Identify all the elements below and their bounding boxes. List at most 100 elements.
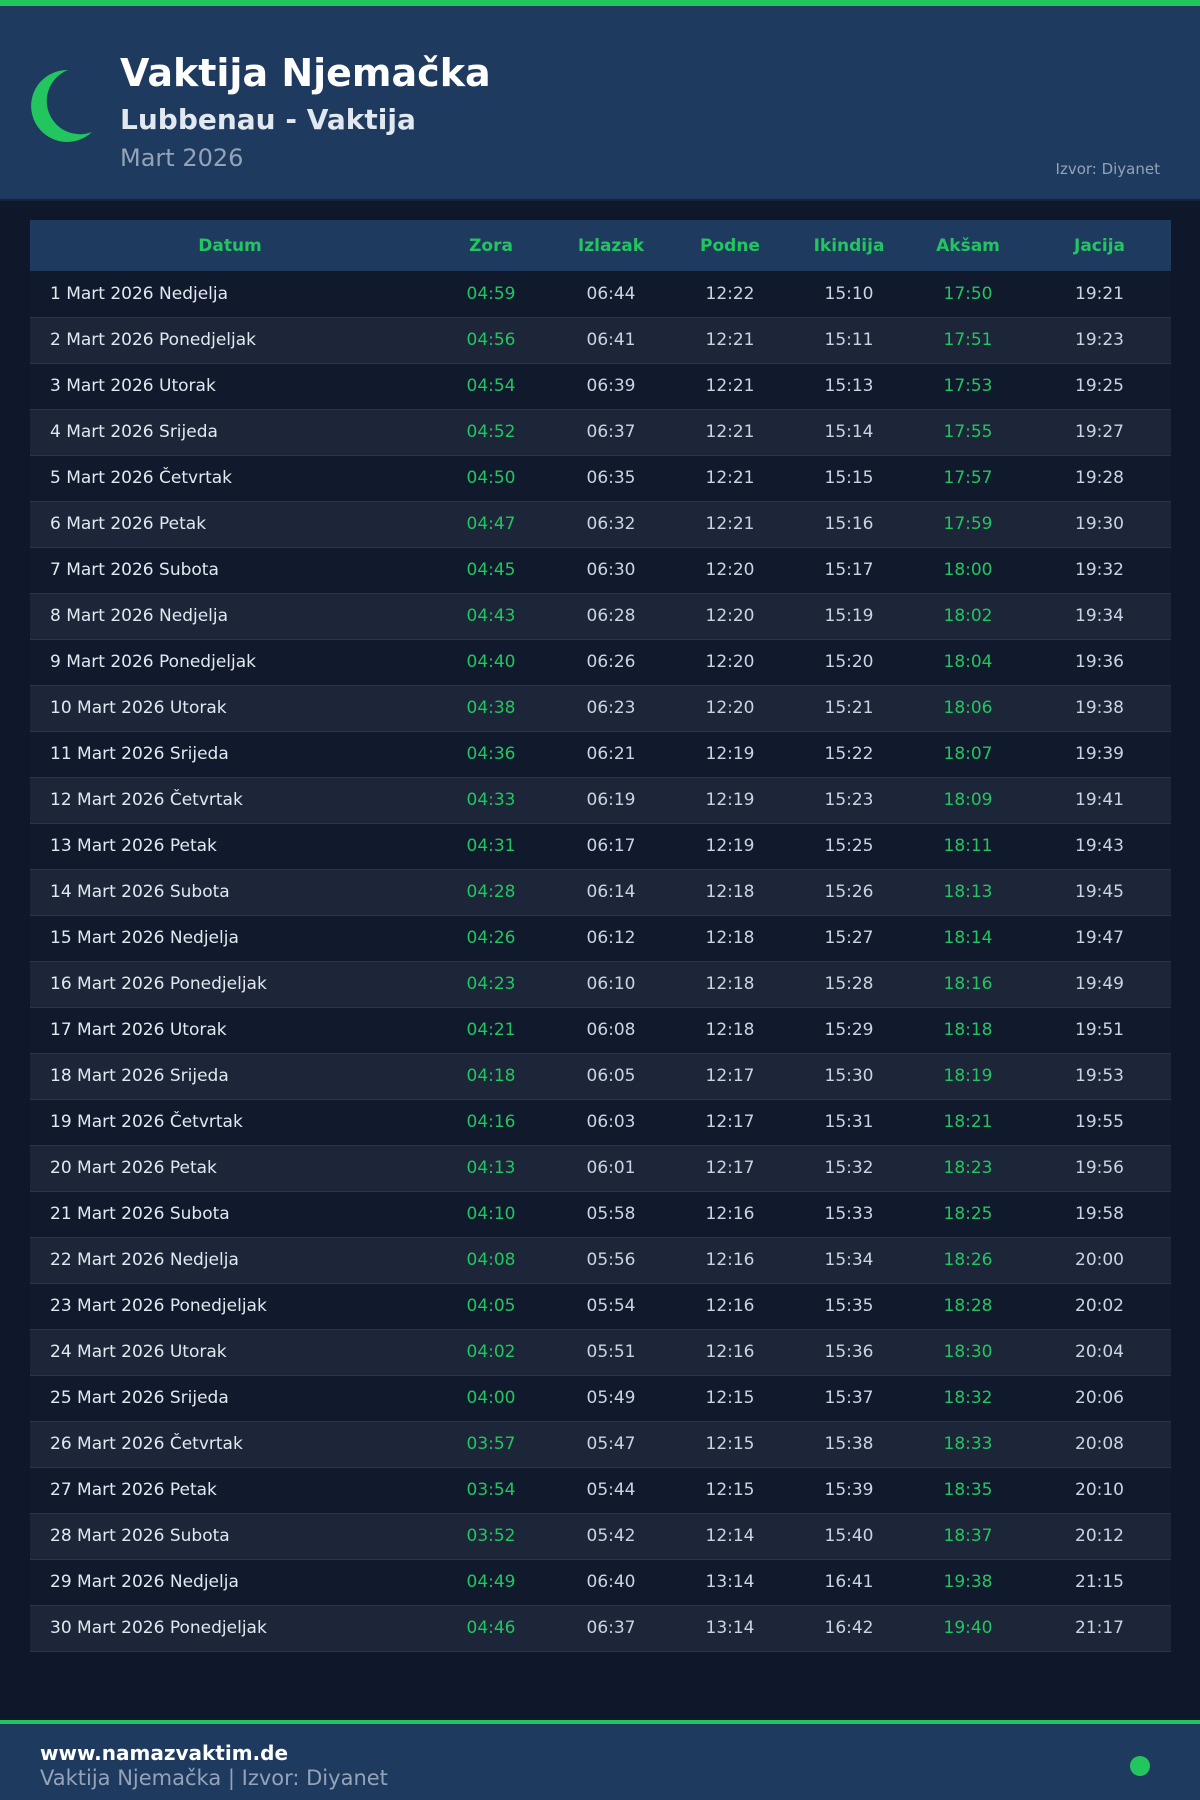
time-cell: 18:23 [908,1145,1028,1192]
time-cell: 19:30 [1028,501,1171,548]
date-cell: 13 Mart 2026 Petak [30,823,430,870]
crescent-moon-icon [31,69,92,142]
time-cell: 18:18 [908,1007,1028,1054]
time-cell: 19:28 [1028,455,1171,502]
time-cell: 12:16 [670,1191,790,1238]
time-cell: 12:16 [670,1237,790,1284]
time-cell: 19:47 [1028,915,1171,962]
time-cell: 06:32 [552,501,670,548]
time-cell: 06:44 [552,271,670,318]
time-cell: 18:19 [908,1053,1028,1100]
time-cell: 12:18 [670,915,790,962]
time-cell: 18:21 [908,1099,1028,1146]
time-cell: 04:10 [430,1191,552,1238]
time-cell: 15:11 [790,317,908,364]
time-cell: 17:59 [908,501,1028,548]
top-accent-bar [0,0,1200,6]
page-header: Vaktija Njemačka Lubbenau - Vaktija Mart… [0,6,1200,201]
time-cell: 18:30 [908,1329,1028,1376]
time-cell: 15:19 [790,593,908,640]
date-cell: 25 Mart 2026 Srijeda [30,1375,430,1422]
time-cell: 12:18 [670,961,790,1008]
time-cell: 04:33 [430,777,552,824]
time-cell: 20:04 [1028,1329,1171,1376]
time-cell: 15:17 [790,547,908,594]
time-cell: 04:23 [430,961,552,1008]
time-cell: 19:23 [1028,317,1171,364]
date-cell: 9 Mart 2026 Ponedjeljak [30,639,430,686]
table-header-row: Datum Zora Izlazak Podne Ikindija Akšam Jacija [30,220,1171,271]
table-row: 24 Mart 2026 Utorak 04:02 05:51 12:16 15:36 1… [30,1329,1171,1376]
time-cell: 12:19 [670,777,790,824]
time-cell: 06:39 [552,363,670,410]
time-cell: 03:52 [430,1513,552,1560]
time-cell: 15:10 [790,271,908,318]
time-cell: 06:40 [552,1559,670,1606]
time-cell: 21:15 [1028,1559,1171,1606]
page-footer: www.namazvaktim.de Vaktija Njemačka | Iz… [0,1724,1200,1800]
column-header-6: Jacija [1028,220,1171,271]
time-cell: 12:17 [670,1053,790,1100]
time-cell: 18:26 [908,1237,1028,1284]
time-cell: 12:22 [670,271,790,318]
time-cell: 12:21 [670,363,790,410]
time-cell: 19:32 [1028,547,1171,594]
time-cell: 06:37 [552,1605,670,1652]
time-cell: 17:57 [908,455,1028,502]
time-cell: 19:45 [1028,869,1171,916]
date-cell: 5 Mart 2026 Četvrtak [30,455,430,502]
time-cell: 12:20 [670,593,790,640]
time-cell: 05:54 [552,1283,670,1330]
time-cell: 15:37 [790,1375,908,1422]
time-cell: 18:32 [908,1375,1028,1422]
time-cell: 12:15 [670,1467,790,1514]
time-cell: 03:54 [430,1467,552,1514]
time-cell: 06:05 [552,1053,670,1100]
time-cell: 18:33 [908,1421,1028,1468]
time-cell: 04:50 [430,455,552,502]
table-row: 17 Mart 2026 Utorak 04:21 06:08 12:18 15:29 1… [30,1007,1171,1054]
time-cell: 15:27 [790,915,908,962]
time-cell: 20:06 [1028,1375,1171,1422]
time-cell: 15:23 [790,777,908,824]
table-row: 27 Mart 2026 Petak 03:54 05:44 12:15 15:39 18… [30,1467,1171,1514]
time-cell: 18:11 [908,823,1028,870]
time-cell: 18:06 [908,685,1028,732]
table-row: 8 Mart 2026 Nedjelja 04:43 06:28 12:20 15:19… [30,593,1171,640]
column-header-4: Ikindija [790,220,908,271]
time-cell: 04:28 [430,869,552,916]
time-cell: 05:47 [552,1421,670,1468]
time-cell: 19:25 [1028,363,1171,410]
time-cell: 05:49 [552,1375,670,1422]
table-row: 30 Mart 2026 Ponedjeljak 04:46 06:37 13:14 1… [30,1605,1171,1652]
time-cell: 12:16 [670,1329,790,1376]
time-cell: 04:21 [430,1007,552,1054]
date-cell: 16 Mart 2026 Ponedjeljak [30,961,430,1008]
time-cell: 05:42 [552,1513,670,1560]
footer-site-link[interactable]: www.namazvaktim.de [40,1741,289,1765]
time-cell: 04:46 [430,1605,552,1652]
time-cell: 04:18 [430,1053,552,1100]
time-cell: 04:16 [430,1099,552,1146]
time-cell: 05:44 [552,1467,670,1514]
time-cell: 12:15 [670,1421,790,1468]
time-cell: 06:10 [552,961,670,1008]
time-cell: 15:39 [790,1467,908,1514]
time-cell: 19:56 [1028,1145,1171,1192]
table-row: 10 Mart 2026 Utorak 04:38 06:23 12:20 15:21 1… [30,685,1171,732]
time-cell: 06:01 [552,1145,670,1192]
time-cell: 15:33 [790,1191,908,1238]
time-cell: 17:50 [908,271,1028,318]
date-cell: 6 Mart 2026 Petak [30,501,430,548]
time-cell: 20:10 [1028,1467,1171,1514]
column-header-3: Podne [670,220,790,271]
date-cell: 2 Mart 2026 Ponedjeljak [30,317,430,364]
time-cell: 06:14 [552,869,670,916]
table-row: 23 Mart 2026 Ponedjeljak 04:05 05:54 12:16 1… [30,1283,1171,1330]
time-cell: 12:15 [670,1375,790,1422]
table-row: 29 Mart 2026 Nedjelja 04:49 06:40 13:14 16:4… [30,1559,1171,1606]
date-cell: 28 Mart 2026 Subota [30,1513,430,1560]
time-cell: 04:45 [430,547,552,594]
prayer-times-table: Datum Zora Izlazak Podne Ikindija Akšam Jacija… [30,220,1171,1652]
time-cell: 19:21 [1028,271,1171,318]
